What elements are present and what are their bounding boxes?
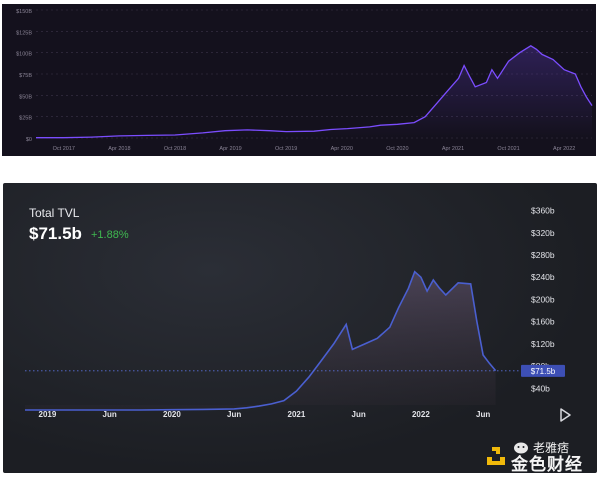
series-area xyxy=(36,45,592,138)
y-tick-label: $75B xyxy=(19,73,32,79)
x-tick-label: Apr 2021 xyxy=(442,146,464,152)
y-tick-label: $320b xyxy=(531,228,555,238)
wechat-icon xyxy=(514,442,528,454)
total-tvl-panel: $40b$80b$120b$160b$200b$240b$280b$320b$3… xyxy=(3,183,597,474)
y-tick-label: $125B xyxy=(16,30,32,36)
y-tick-label: $280b xyxy=(531,250,555,260)
watermark: 老雅痞 金色财经 xyxy=(483,441,593,474)
total-tvl-value: $71.5b xyxy=(29,224,82,243)
x-tick-label: Oct 2018 xyxy=(164,146,186,152)
x-tick-label: 2020 xyxy=(163,410,181,419)
y-tick-label: $150B xyxy=(16,9,32,15)
x-tick-label: Oct 2019 xyxy=(275,146,297,152)
watermark-text: 金色财经 xyxy=(511,455,583,474)
play-icon[interactable] xyxy=(558,408,572,422)
current-value-badge xyxy=(521,364,565,377)
y-tick-label: $100B xyxy=(16,52,32,58)
tvl-history-chart: $0 $25B $50B $75B $100B $125B $150B Oct 2017 Apr… xyxy=(2,4,596,156)
series-line xyxy=(36,45,593,139)
y-tick-label: $200b xyxy=(531,294,555,304)
top-panel: $0 $25B $50B $75B $100B $125B $150B Oct 2017 Apr… xyxy=(0,0,600,160)
x-tick-label: Jun xyxy=(227,410,241,419)
x-tick-label: Apr 2018 xyxy=(108,146,130,152)
total-tvl-chart: $40b$80b$120b$160b$200b$240b$280b$320b$3… xyxy=(25,206,565,419)
x-tick-label: Apr 2022 xyxy=(553,146,575,152)
x-tick-label: Jun xyxy=(103,410,117,419)
series-area xyxy=(25,271,496,410)
y-tick-label: $120b xyxy=(531,339,555,349)
exchange-logo-icon xyxy=(487,447,505,465)
x-tick-label: Jun xyxy=(476,410,490,419)
tvl-change-percent: +1.88% xyxy=(91,229,129,241)
x-tick-label: Oct 2021 xyxy=(497,146,519,152)
x-tick-label: Jun xyxy=(352,410,366,419)
chart-title: Total TVL xyxy=(29,206,80,220)
x-tick-label: 2022 xyxy=(412,410,430,419)
x-tick-label: Oct 2017 xyxy=(53,146,75,152)
watermark-caption: 老雅痞 xyxy=(533,441,570,455)
series-line xyxy=(25,270,497,411)
y-tick-label: $0 xyxy=(26,137,32,143)
y-tick-label: $160b xyxy=(531,317,555,327)
x-tick-label: 2019 xyxy=(39,410,57,419)
y-tick-label: $25B xyxy=(19,116,32,122)
x-tick-label: Oct 2020 xyxy=(386,146,408,152)
x-tick-label: Apr 2019 xyxy=(219,146,241,152)
x-tick-label: 2021 xyxy=(288,410,306,419)
y-tick-label: $40b xyxy=(531,383,550,393)
current-value-label: $71.5b xyxy=(531,367,556,376)
x-tick-label: Apr 2020 xyxy=(331,146,353,152)
y-tick-label: $360b xyxy=(531,206,555,216)
y-tick-label: $240b xyxy=(531,272,555,282)
y-tick-label: $50B xyxy=(19,94,32,100)
